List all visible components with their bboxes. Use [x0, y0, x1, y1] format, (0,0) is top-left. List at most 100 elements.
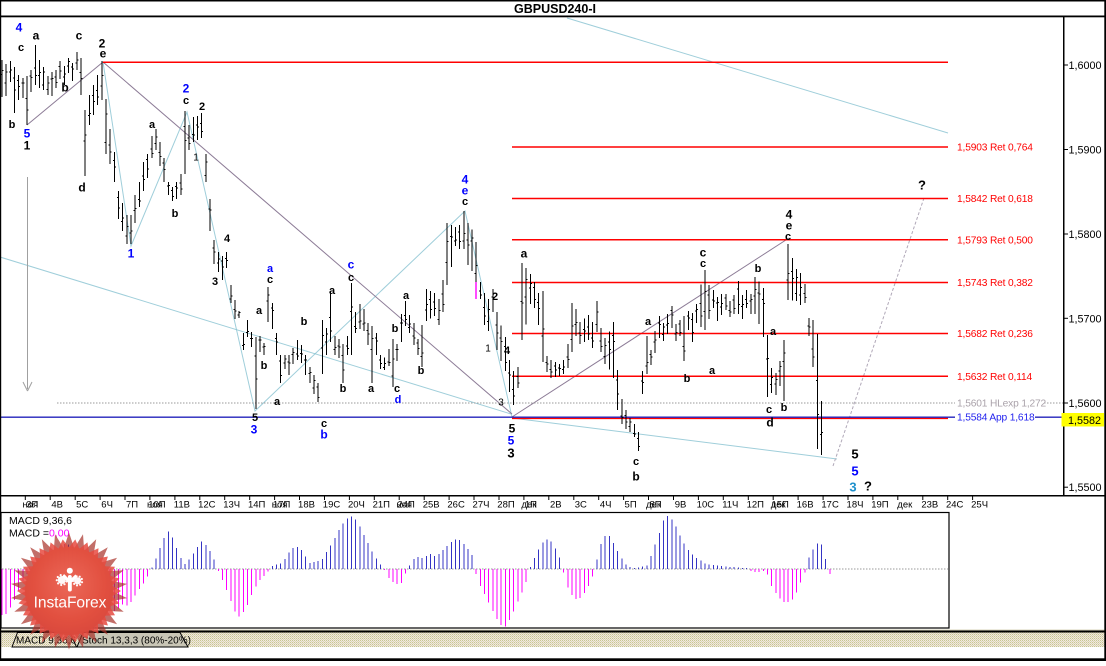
svg-text:4: 4	[224, 233, 231, 245]
svg-text:3П: 3П	[26, 500, 38, 511]
svg-text:5: 5	[252, 412, 258, 424]
svg-text:3: 3	[212, 276, 218, 288]
svg-text:2: 2	[199, 101, 205, 113]
svg-text:b: b	[172, 208, 179, 220]
svg-text:d: d	[78, 180, 85, 194]
svg-text:b: b	[632, 469, 639, 483]
svg-text:дек: дек	[771, 500, 787, 511]
svg-text:a: a	[149, 119, 156, 131]
svg-text:3: 3	[849, 480, 856, 495]
svg-text:дек: дек	[521, 500, 537, 511]
svg-text:b: b	[9, 119, 16, 131]
svg-text:c: c	[700, 245, 707, 259]
svg-text:1,5700: 1,5700	[1069, 313, 1102, 325]
svg-text:5: 5	[24, 126, 31, 140]
svg-text:a: a	[709, 365, 716, 377]
svg-text:4: 4	[462, 172, 469, 186]
svg-text:1,5500: 1,5500	[1069, 482, 1102, 494]
svg-text:c: c	[766, 404, 772, 416]
svg-text:c: c	[462, 196, 468, 208]
svg-text:25Ч: 25Ч	[971, 500, 988, 511]
svg-text:?: ?	[918, 178, 926, 193]
svg-text:InstaForex: InstaForex	[34, 595, 107, 612]
svg-text:MACD =0,00: MACD =0,00	[9, 528, 70, 540]
svg-text:1,5601 HLexp 1,272: 1,5601 HLexp 1,272	[957, 399, 1047, 410]
svg-text:e: e	[462, 183, 469, 197]
svg-text:ноя: ноя	[396, 500, 412, 511]
svg-text:c: c	[321, 418, 327, 430]
svg-text:27Ч: 27Ч	[473, 500, 490, 511]
svg-text:c: c	[700, 258, 706, 270]
svg-text:1П: 1П	[525, 500, 537, 511]
svg-text:b: b	[781, 402, 788, 414]
svg-text:1: 1	[24, 138, 31, 152]
svg-text:5: 5	[851, 447, 858, 462]
svg-text:3: 3	[251, 422, 258, 436]
svg-text:1,5743 Ret 0,382: 1,5743 Ret 0,382	[957, 278, 1033, 289]
svg-text:a: a	[368, 383, 375, 395]
svg-text:?: ?	[864, 479, 872, 494]
svg-text:16В: 16В	[797, 500, 814, 511]
svg-text:11В: 11В	[174, 500, 190, 511]
svg-text:Stoch 13,3,3 (80%-20%): Stoch 13,3,3 (80%-20%)	[82, 636, 191, 647]
svg-text:MACD 9,36,6: MACD 9,36,6	[16, 636, 76, 647]
svg-text:11Ч: 11Ч	[722, 500, 738, 511]
svg-text:28П: 28П	[497, 500, 515, 511]
svg-text:6Ч: 6Ч	[101, 500, 113, 511]
svg-text:ноя: ноя	[147, 500, 163, 511]
svg-text:a: a	[770, 326, 777, 338]
svg-text:4: 4	[504, 345, 511, 357]
svg-text:a: a	[329, 285, 336, 297]
svg-text:c: c	[348, 272, 354, 284]
svg-text:e: e	[786, 218, 793, 232]
svg-text:c: c	[394, 383, 400, 395]
svg-text:1,5900: 1,5900	[1069, 145, 1102, 157]
svg-text:a: a	[274, 396, 281, 408]
svg-text:19П: 19П	[871, 500, 889, 511]
svg-text:b: b	[418, 365, 425, 377]
svg-text:c: c	[267, 274, 273, 286]
svg-text:b: b	[261, 360, 268, 372]
svg-text:d: d	[395, 394, 402, 406]
svg-text:c: c	[18, 42, 24, 54]
svg-text:9В: 9В	[675, 500, 687, 511]
svg-text:21П: 21П	[373, 500, 391, 511]
svg-text:c: c	[183, 95, 189, 107]
svg-text:a: a	[256, 305, 263, 317]
svg-text:8П: 8П	[649, 500, 661, 511]
svg-text:дек: дек	[897, 500, 913, 511]
svg-text:14П: 14П	[248, 500, 266, 511]
svg-text:4В: 4В	[51, 500, 63, 511]
svg-text:1,5632 Ret 0,114: 1,5632 Ret 0,114	[957, 372, 1032, 383]
svg-text:1,5582: 1,5582	[1068, 415, 1101, 427]
svg-text:1,6000: 1,6000	[1069, 60, 1102, 72]
svg-text:4Ч: 4Ч	[600, 500, 612, 511]
svg-text:дек: дек	[646, 500, 662, 511]
svg-text:23В: 23В	[921, 500, 938, 511]
svg-text:5П: 5П	[625, 500, 637, 511]
svg-text:3С: 3С	[575, 500, 587, 511]
svg-text:18В: 18В	[298, 500, 315, 511]
svg-text:17С: 17С	[821, 500, 839, 511]
svg-text:1,5793 Ret 0,500: 1,5793 Ret 0,500	[957, 235, 1033, 246]
svg-text:b: b	[301, 316, 308, 328]
svg-text:4: 4	[786, 207, 793, 221]
svg-text:2: 2	[492, 291, 498, 303]
svg-text:1: 1	[128, 246, 135, 260]
svg-text:1: 1	[193, 153, 199, 164]
svg-text:2: 2	[183, 81, 190, 95]
svg-text:GBPUSD240-I: GBPUSD240-I	[514, 2, 596, 16]
svg-text:24С: 24С	[946, 500, 964, 511]
svg-text:5: 5	[509, 421, 516, 435]
svg-text:5: 5	[851, 464, 858, 479]
svg-text:MACD 9,36,6: MACD 9,36,6	[9, 515, 72, 527]
svg-text:26С: 26С	[447, 500, 465, 511]
svg-text:15П: 15П	[771, 500, 789, 511]
svg-text:d: d	[766, 415, 773, 429]
svg-text:b: b	[61, 80, 68, 94]
svg-text:ноя: ноя	[272, 500, 288, 511]
svg-text:1,5842 Ret 0,618: 1,5842 Ret 0,618	[957, 194, 1033, 205]
svg-text:1,5903 Ret 0,764: 1,5903 Ret 0,764	[957, 143, 1033, 154]
svg-text:1,5800: 1,5800	[1069, 229, 1102, 241]
svg-text:10П: 10П	[148, 500, 166, 511]
